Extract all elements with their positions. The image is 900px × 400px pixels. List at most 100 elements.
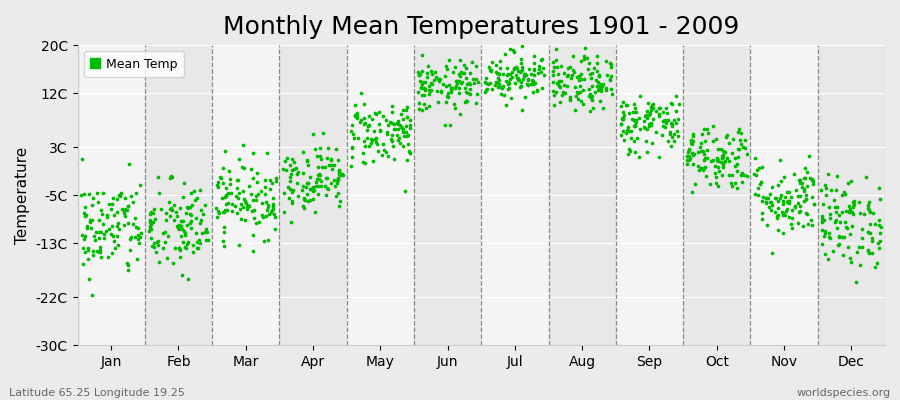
Point bbox=[171, 222, 185, 228]
Point bbox=[110, 222, 124, 229]
Point bbox=[656, 108, 670, 115]
Point bbox=[671, 100, 686, 107]
Point bbox=[331, 203, 346, 209]
Point bbox=[691, 163, 706, 169]
Point bbox=[396, 126, 410, 132]
Point bbox=[413, 71, 428, 77]
Point bbox=[731, 129, 745, 136]
Point bbox=[694, 140, 708, 146]
Point bbox=[381, 153, 395, 160]
Point bbox=[598, 85, 613, 91]
Point bbox=[788, 204, 803, 210]
Point bbox=[89, 228, 104, 235]
Point bbox=[510, 68, 525, 75]
Point bbox=[303, 186, 318, 192]
Point bbox=[509, 64, 524, 71]
Point bbox=[730, 168, 744, 174]
Point bbox=[639, 112, 653, 118]
Point bbox=[862, 207, 877, 214]
Point bbox=[769, 195, 783, 201]
Point bbox=[439, 66, 454, 72]
Point bbox=[184, 212, 198, 218]
Point bbox=[644, 120, 659, 126]
Point bbox=[258, 184, 273, 190]
Point bbox=[727, 163, 742, 170]
Point bbox=[445, 85, 459, 91]
Point bbox=[652, 154, 666, 160]
Point bbox=[796, 175, 811, 182]
Point bbox=[181, 276, 195, 282]
Point bbox=[506, 46, 520, 53]
Point bbox=[91, 199, 105, 205]
Point bbox=[86, 232, 101, 239]
Point bbox=[372, 109, 386, 115]
Point bbox=[518, 72, 533, 78]
Point bbox=[488, 82, 502, 88]
Point bbox=[450, 80, 464, 86]
Point bbox=[807, 201, 822, 208]
Point bbox=[375, 140, 390, 147]
Point bbox=[733, 146, 747, 152]
Point bbox=[682, 156, 697, 163]
Point bbox=[500, 86, 515, 92]
Point bbox=[79, 225, 94, 232]
Point bbox=[463, 90, 477, 97]
Point bbox=[584, 96, 598, 103]
Point bbox=[537, 72, 552, 78]
Point bbox=[215, 194, 230, 201]
Point bbox=[210, 214, 224, 220]
Point bbox=[570, 74, 584, 80]
Bar bbox=[279, 45, 346, 345]
Point bbox=[158, 229, 172, 235]
Point bbox=[80, 223, 94, 229]
Point bbox=[421, 103, 436, 110]
Point bbox=[669, 120, 683, 126]
Point bbox=[223, 180, 238, 187]
Point bbox=[366, 158, 381, 164]
Point bbox=[555, 92, 570, 99]
Point bbox=[681, 147, 696, 153]
Point bbox=[440, 93, 454, 99]
Point bbox=[583, 71, 598, 77]
Point bbox=[770, 215, 785, 221]
Point bbox=[110, 196, 124, 202]
Point bbox=[246, 232, 260, 238]
Point bbox=[796, 223, 810, 229]
Point bbox=[345, 144, 359, 150]
Point bbox=[388, 126, 402, 132]
Point bbox=[695, 131, 709, 137]
Point bbox=[773, 194, 788, 201]
Point bbox=[549, 57, 563, 64]
Point bbox=[847, 198, 861, 204]
Point bbox=[513, 84, 527, 90]
Point bbox=[425, 81, 439, 88]
Point bbox=[452, 90, 466, 96]
Point bbox=[697, 150, 711, 157]
Point bbox=[129, 224, 143, 230]
Point bbox=[230, 210, 244, 216]
Point bbox=[492, 71, 507, 78]
Point bbox=[220, 200, 235, 206]
Point bbox=[353, 118, 367, 125]
Point bbox=[104, 231, 118, 238]
Point bbox=[359, 135, 374, 142]
Point bbox=[318, 164, 332, 170]
Point bbox=[642, 112, 656, 118]
Point bbox=[626, 108, 640, 115]
Point bbox=[412, 72, 427, 78]
Point bbox=[722, 139, 736, 146]
Point bbox=[224, 190, 238, 196]
Point bbox=[443, 122, 457, 128]
Point bbox=[832, 219, 847, 226]
Point bbox=[637, 118, 652, 124]
Point bbox=[94, 229, 108, 236]
Point bbox=[345, 122, 359, 128]
Point bbox=[659, 120, 673, 126]
Point bbox=[498, 51, 512, 58]
Point bbox=[491, 75, 506, 81]
Point bbox=[230, 177, 245, 183]
Point bbox=[524, 81, 538, 88]
Point bbox=[232, 156, 247, 162]
Point bbox=[829, 216, 843, 223]
Point bbox=[581, 66, 596, 72]
